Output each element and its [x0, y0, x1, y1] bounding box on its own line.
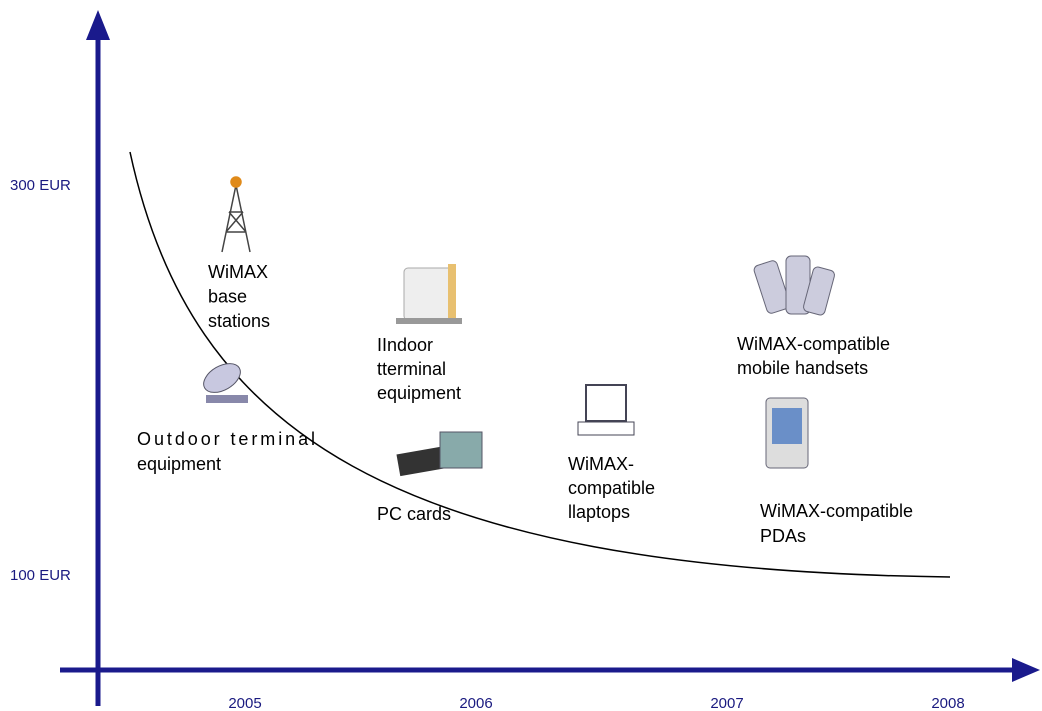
item-label: IIndoor	[377, 335, 433, 355]
pda-icon	[765, 397, 809, 469]
item-label: stations	[208, 311, 270, 331]
item-label: mobile handsets	[737, 358, 868, 378]
handsets-icon	[753, 255, 835, 316]
y-axis-label: 100 EUR	[10, 567, 71, 584]
tower-icon	[221, 176, 251, 253]
item-label: WiMAX-compatible	[737, 334, 890, 354]
y-axis-arrow	[86, 10, 110, 40]
item-label: base	[208, 286, 247, 306]
item-label: equipment	[377, 383, 461, 403]
item-label: WiMAX-compatible	[760, 501, 913, 521]
item-label: Outdoor terminal	[137, 429, 315, 449]
price-curve	[129, 151, 951, 578]
item-label: llaptops	[568, 502, 630, 522]
y-axis-label: 300 EUR	[10, 177, 71, 194]
item-label: PC cards	[377, 504, 451, 524]
x-axis-label: 2007	[710, 695, 743, 711]
item-label: equipment	[137, 454, 221, 474]
x-axis-arrow	[1012, 658, 1040, 682]
x-axis-label: 2005	[228, 695, 261, 711]
x-axis-label: 2008	[931, 695, 964, 711]
pc-cards-icon	[396, 431, 483, 477]
item-label: PDAs	[760, 526, 806, 546]
item-label: tterminal	[377, 359, 446, 379]
item-label: WiMAX-	[568, 454, 634, 474]
x-axis-label: 2006	[459, 695, 492, 711]
item-label: compatible	[568, 478, 655, 498]
laptop-icon	[577, 384, 635, 436]
indoor-terminal-icon	[396, 264, 462, 324]
item-label: WiMAX	[208, 262, 268, 282]
dish-icon	[203, 363, 248, 403]
